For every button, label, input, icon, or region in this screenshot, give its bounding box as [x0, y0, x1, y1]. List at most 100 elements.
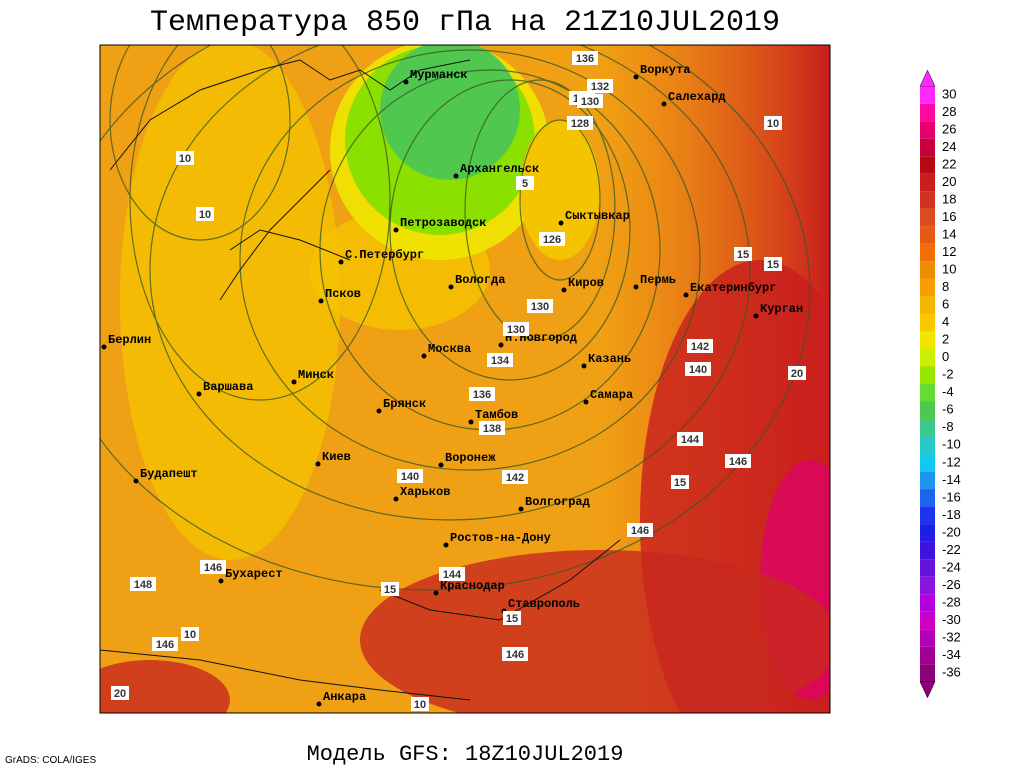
- colorbar-swatch: [920, 541, 935, 560]
- contour-label: 144: [681, 434, 700, 446]
- map: Мурманск Воркута Салехард Архангельск Сыктыв…: [100, 45, 830, 713]
- city-dot: [133, 478, 139, 484]
- contour-label-box: [725, 454, 751, 468]
- city-dot: [683, 292, 689, 298]
- contour-label-box: [152, 637, 178, 651]
- contour-label-box: [587, 79, 613, 93]
- contour-label-box: [502, 470, 528, 484]
- city-label: Архангельск: [460, 162, 539, 176]
- colorbar-label: -2: [942, 367, 954, 382]
- colorbar-swatch: [920, 191, 935, 209]
- colorbar-label: -16: [942, 489, 961, 504]
- colorbar-label: 20: [942, 174, 956, 189]
- colorbar-swatch: [920, 261, 935, 279]
- city-dot: [468, 419, 474, 425]
- colorbar-label: 26: [942, 121, 956, 136]
- city-dot: [583, 399, 589, 405]
- colorbar-swatch: [920, 243, 935, 262]
- temperature-label-box: [764, 116, 782, 130]
- city-label: Ставрополь: [508, 597, 580, 611]
- colorbar-label: -24: [942, 559, 961, 574]
- city-dot: [316, 701, 322, 707]
- city-label: Ростов-на-Дону: [450, 531, 551, 545]
- contour-label: 136: [576, 53, 594, 65]
- colorbar-label: -36: [942, 664, 961, 679]
- contour-label: 130: [507, 324, 525, 336]
- colorbar-swatch: [920, 121, 935, 139]
- colorbar-swatch: [920, 471, 935, 490]
- city-dot: [518, 506, 524, 512]
- colorbar-label: -30: [942, 612, 961, 627]
- city-dot: [196, 391, 202, 397]
- temperature-label: 15: [674, 477, 686, 489]
- city-dot: [376, 408, 382, 414]
- contour-label-box: [503, 322, 529, 336]
- contour-label-box: [487, 353, 513, 367]
- contour-label: 142: [506, 472, 524, 484]
- contour-label: 134: [491, 355, 510, 367]
- contour-label: 148: [134, 579, 152, 591]
- temperature-label: 15: [384, 584, 396, 596]
- temperature-label: 15: [506, 613, 518, 625]
- city-dot: [393, 496, 399, 502]
- colorbar-label: 2: [942, 332, 949, 347]
- contour-label: 128: [571, 118, 589, 130]
- city-dot: [558, 220, 564, 226]
- contour-label: 126: [543, 234, 561, 246]
- colorbar-label: 14: [942, 227, 956, 242]
- city-label: Брянск: [383, 397, 426, 411]
- hot-zone: [360, 550, 830, 713]
- colorbar-swatch: [920, 559, 935, 577]
- city-label: Харьков: [400, 485, 450, 499]
- city-label: Москва: [428, 342, 471, 356]
- colorbar-label: -18: [942, 507, 961, 522]
- colorbar-swatch: [920, 401, 935, 420]
- contour-label: 138: [483, 423, 501, 435]
- colorbar-label: 12: [942, 244, 956, 259]
- contour-label-box: [572, 51, 598, 65]
- city-label: Самара: [590, 388, 633, 402]
- colorbar-label: -14: [942, 472, 961, 487]
- contour-label-box: [685, 362, 711, 376]
- contour-label-box: [439, 567, 465, 581]
- contour-label: 140: [689, 364, 707, 376]
- colorbar-label: -26: [942, 577, 961, 592]
- colorbar-swatch: [920, 313, 935, 332]
- contour-label-box: [502, 647, 528, 661]
- colorbar-label: 4: [942, 314, 949, 329]
- colorbar-label: -34: [942, 647, 961, 662]
- city-dot: [315, 461, 321, 467]
- colorbar-label: 16: [942, 209, 956, 224]
- city-label: Минск: [298, 368, 334, 382]
- colorbar-label: 6: [942, 297, 949, 312]
- temperature-label-box: [411, 697, 429, 711]
- city-dot: [633, 74, 639, 80]
- colorbar-swatch: [920, 278, 935, 297]
- colorbar-swatch: [920, 331, 935, 349]
- temperature-label: 10: [199, 209, 211, 221]
- temperature-label-box: [196, 207, 214, 221]
- warm-zone: [520, 120, 600, 260]
- cold-zone: [380, 45, 520, 180]
- contour-label: 144: [443, 569, 462, 581]
- colorbar-swatch: [920, 664, 935, 682]
- city-dot: [448, 284, 454, 290]
- temperature-label: 10: [184, 629, 196, 641]
- city-label: Анкара: [323, 690, 366, 704]
- colorbar-swatch: [920, 384, 935, 402]
- temperature-label: 20: [114, 688, 126, 700]
- contour-label: 142: [691, 341, 709, 353]
- contour-label: 136: [473, 389, 491, 401]
- colorbar-swatch: [920, 173, 935, 192]
- warm-zone: [120, 45, 340, 560]
- colorbar-swatch: [920, 611, 935, 630]
- colorbar-label: -20: [942, 524, 961, 539]
- colorbar: 302826242220181614121086420-2-4-6-8-10-1…: [919, 69, 961, 699]
- city-label: Воронеж: [445, 451, 496, 465]
- contour-label: 140: [401, 471, 419, 483]
- city-label: Бухарест: [225, 567, 283, 581]
- colorbar-swatch: [920, 646, 935, 665]
- city-label: Курган: [760, 302, 803, 316]
- temperature-label-box: [176, 151, 194, 165]
